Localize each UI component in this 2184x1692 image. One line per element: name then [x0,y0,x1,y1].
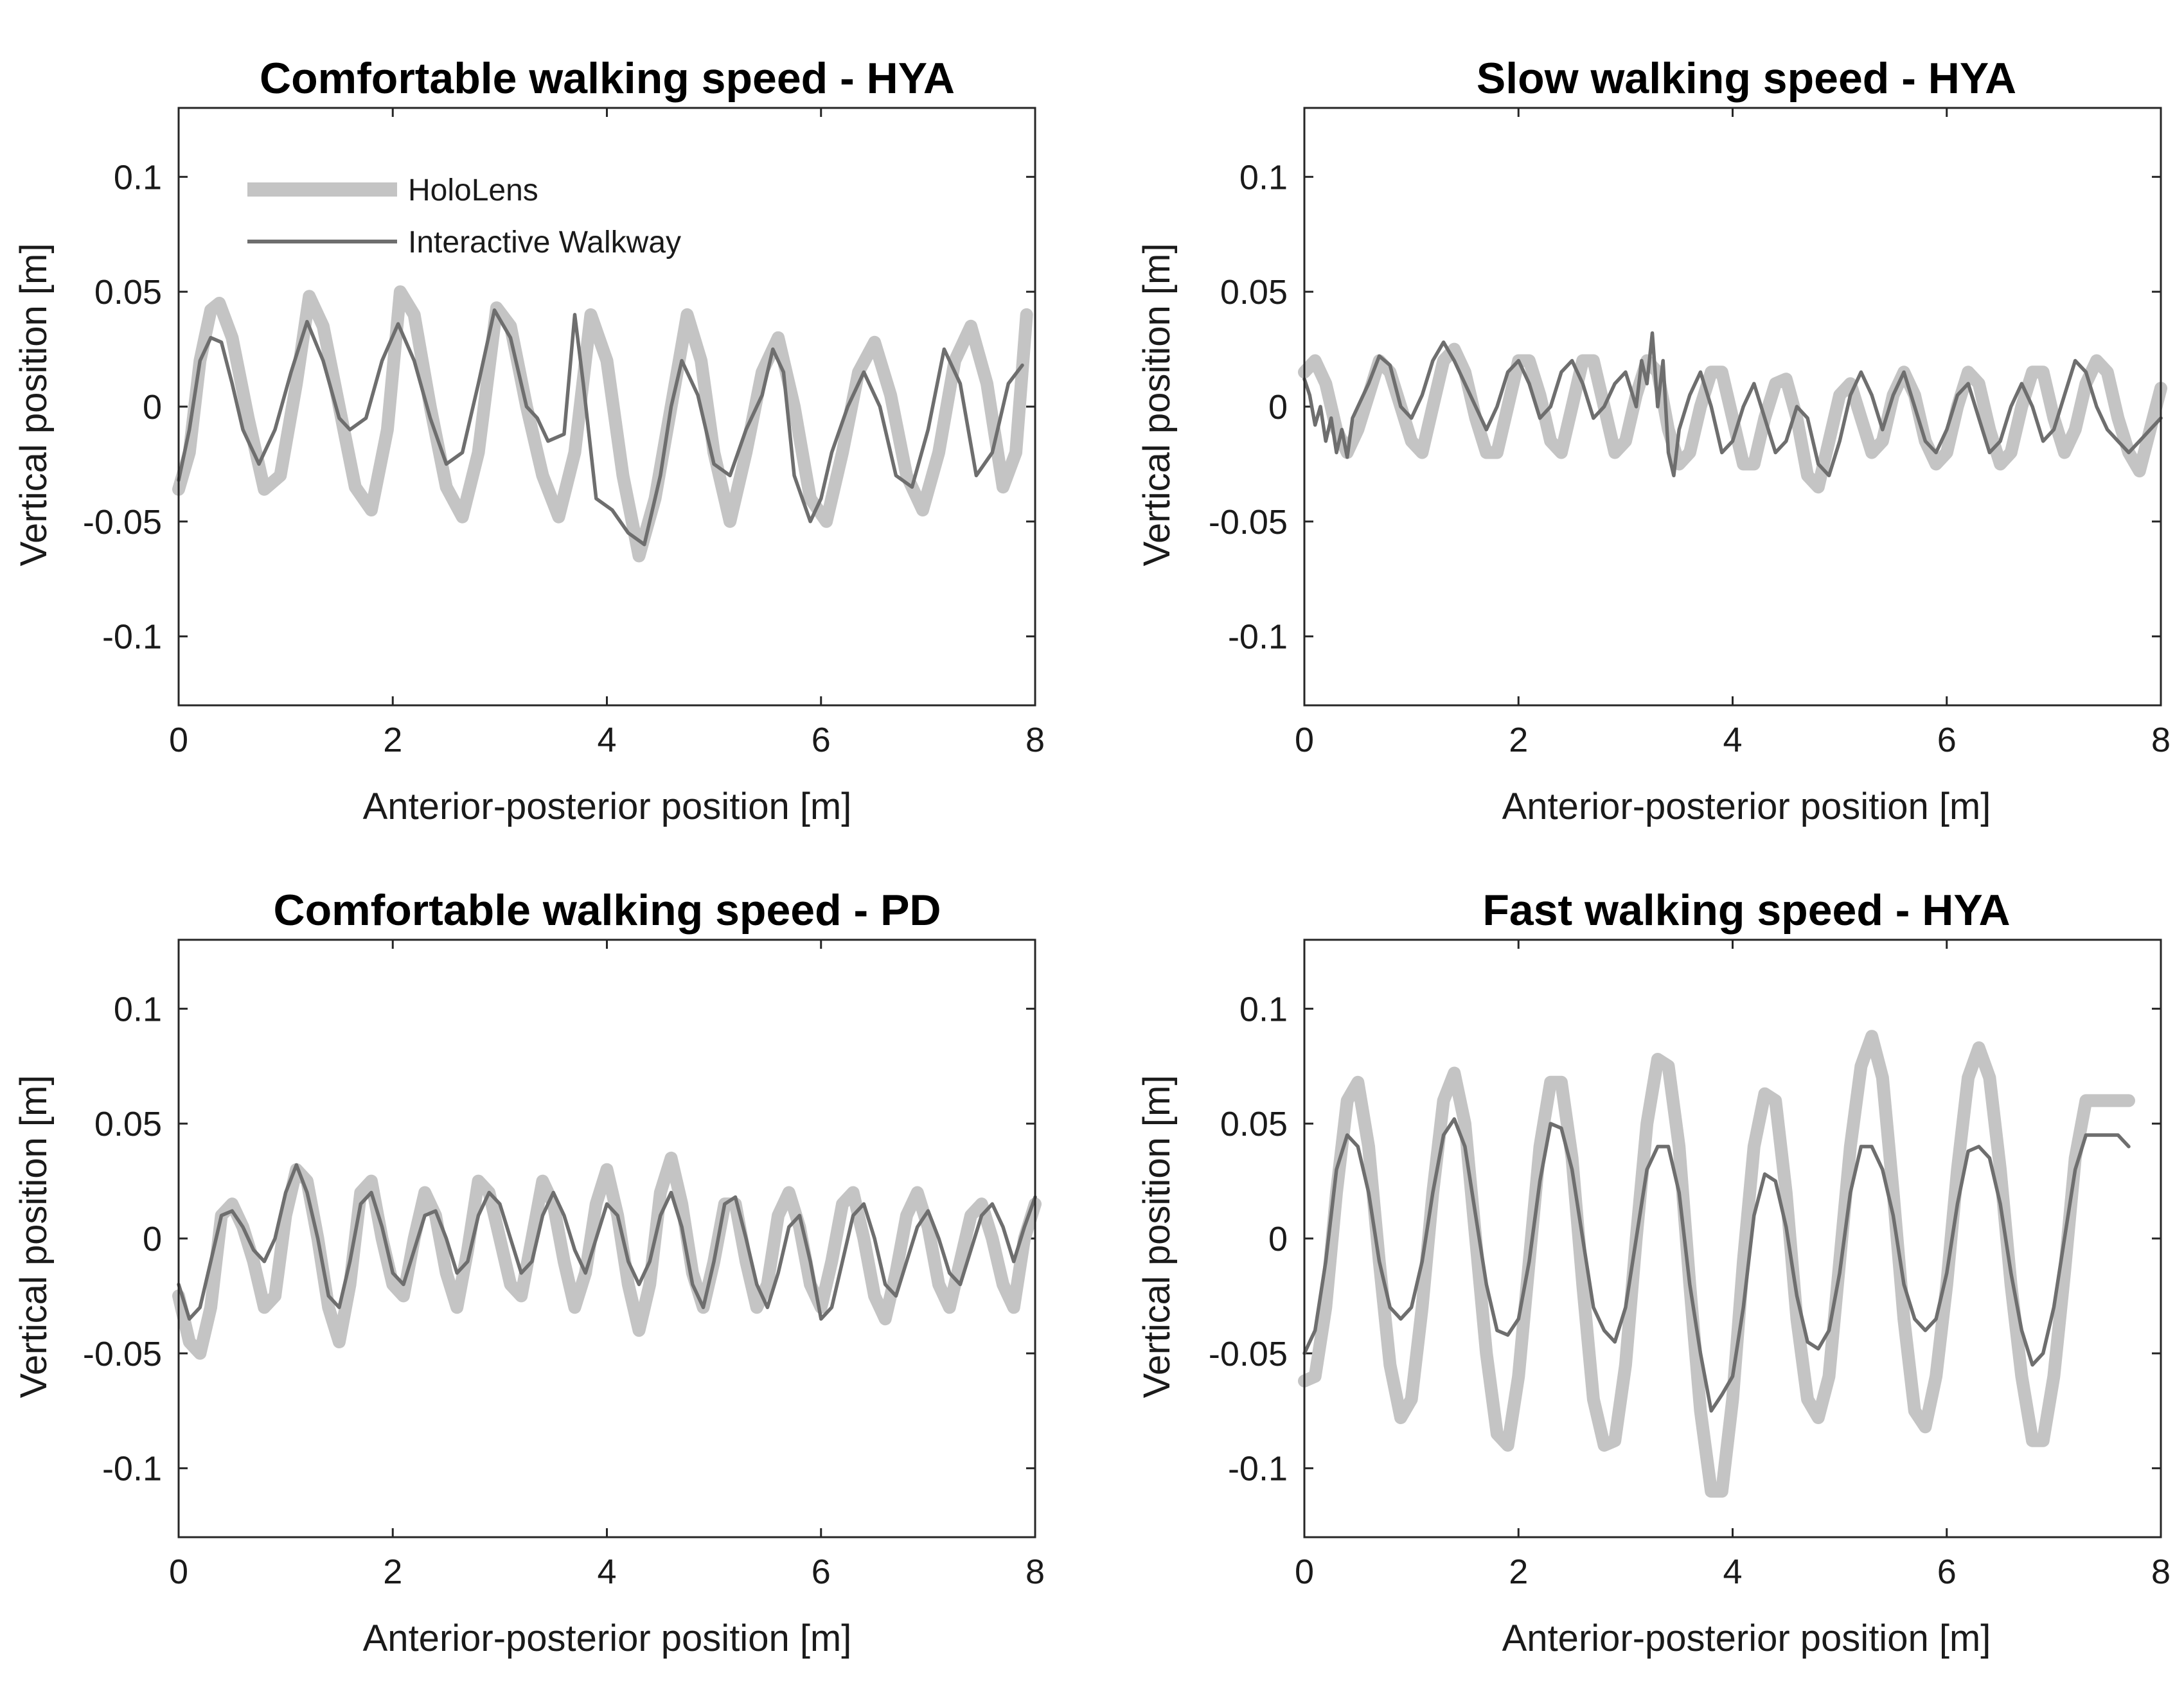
legend-label-interactive-walkway: Interactive Walkway [408,225,681,260]
panel-fast-hya: Fast walking speed - HYA Anterior-poster… [1136,886,2171,1659]
x-tick-label: 8 [2151,721,2171,759]
y-tick-label: 0 [1268,1220,1288,1258]
x-tick-label: 2 [1509,721,1528,759]
y-tick-label: 0.1 [1239,158,1288,197]
y-tick-label: 0.05 [1220,273,1288,312]
panel-title: Slow walking speed - HYA [1477,54,2016,103]
series-line-interactive-walkway [177,1163,1037,1321]
y-tick-label: -0.05 [83,503,162,542]
y-tick-label: -0.05 [83,1335,162,1373]
y-tick-label: 0.1 [114,158,162,197]
x-tick-label: 2 [383,721,402,759]
panel-title: Comfortable walking speed - PD [273,886,941,935]
panel-title: Comfortable walking speed - HYA [260,54,955,103]
y-tick-label: 0.05 [94,1105,162,1143]
axis-ticks: 0 2 4 6 8 0.1 0.05 0 -0.05 -0.1 [1209,940,2171,1591]
y-tick-label: -0.1 [102,1450,162,1488]
y-tick-label: 0 [1268,388,1288,427]
y-tick-label: -0.05 [1209,1335,1288,1373]
y-tick-label: -0.1 [1228,618,1288,657]
x-axis-label: Anterior-posterior position [m] [1502,1617,1991,1659]
series-line-interactive-walkway [1302,1117,2131,1413]
legend: HoloLens Interactive Walkway [247,173,681,260]
x-tick-label: 6 [1937,1553,1957,1591]
panel-title: Fast walking speed - HYA [1482,886,2010,935]
plot-frame [1303,939,2162,1538]
axis-ticks: 0 2 4 6 8 0.1 0.05 0 -0.05 -0.1 [83,940,1045,1591]
y-tick-label: -0.1 [1228,1450,1288,1488]
x-axis-label: Anterior-posterior position [m] [1502,786,1991,827]
x-tick-label: 4 [597,721,616,759]
y-tick-label: 0.1 [114,990,162,1028]
x-tick-label: 2 [383,1553,402,1591]
panel-comfortable-pd: Comfortable walking speed - PD Anterior-… [13,886,1045,1659]
x-axis-label: Anterior-posterior position [m] [363,786,852,827]
plot-frame [1303,107,2162,707]
y-axis-label: Vertical position [m] [1136,1075,1178,1398]
y-tick-label: 0.05 [1220,1105,1288,1143]
x-tick-label: 6 [812,1553,831,1591]
series-line-hololens [1298,1030,2135,1498]
axis-ticks: 0 2 4 6 8 0.1 0.05 0 -0.05 -0.1 [83,108,1045,759]
y-axis-label: Vertical position [m] [13,1075,55,1398]
x-tick-label: 2 [1509,1553,1528,1591]
series-lines [1298,1030,2135,1498]
x-tick-label: 0 [1295,721,1314,759]
y-tick-label: -0.05 [1209,503,1288,542]
plot-frame [177,107,1036,707]
x-tick-label: 0 [169,721,188,759]
x-tick-label: 4 [1723,721,1742,759]
x-tick-label: 0 [1295,1553,1314,1591]
x-tick-label: 0 [169,1553,188,1591]
y-tick-label: 0 [143,388,162,427]
y-tick-label: -0.1 [102,618,162,657]
series-line-interactive-walkway [177,308,1024,547]
series-line-interactive-walkway [1302,331,2163,478]
x-tick-label: 8 [2151,1553,2171,1591]
x-tick-label: 4 [597,1553,616,1591]
legend-label-hololens: HoloLens [408,173,538,207]
y-tick-label: 0.05 [94,273,162,312]
series-lines [172,285,1033,563]
panel-slow-hya: Slow walking speed - HYA Anterior-poster… [1136,54,2171,827]
plot-frame [177,939,1036,1538]
x-tick-label: 8 [1025,1553,1045,1591]
x-axis-label: Anterior-posterior position [m] [363,1617,852,1659]
series-lines [172,1151,1042,1360]
y-tick-label: 0 [143,1220,162,1258]
y-axis-label: Vertical position [m] [13,243,55,567]
x-tick-label: 4 [1723,1553,1742,1591]
series-lines [1298,331,2167,494]
series-line-hololens [1298,342,2167,494]
x-tick-label: 6 [1937,721,1957,759]
panel-comfortable-hya: Comfortable walking speed - HYA Anterior… [13,54,1045,827]
series-line-hololens [172,285,1033,563]
y-tick-label: 0.1 [1239,990,1288,1028]
x-tick-label: 8 [1025,721,1045,759]
y-axis-label: Vertical position [m] [1136,243,1178,567]
x-tick-label: 6 [812,721,831,759]
axis-ticks: 0 2 4 6 8 0.1 0.05 0 -0.05 -0.1 [1209,108,2171,759]
